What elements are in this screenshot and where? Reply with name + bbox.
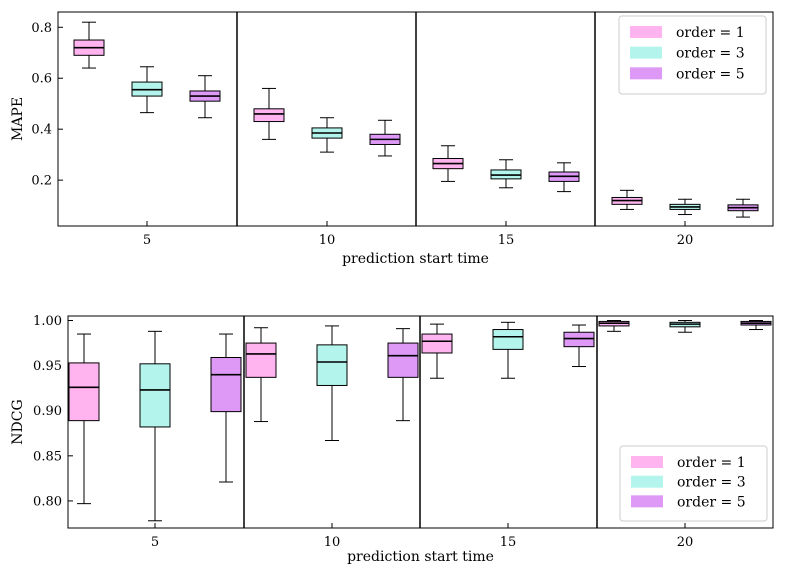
chart-panel-2: 0.80 0.85 0.90 0.95 1.00 NDCG 5 10 15 20 predictio… bbox=[10, 314, 774, 565]
y-tick-label: 0.2 bbox=[31, 174, 52, 189]
y-axis-label: NDCG bbox=[10, 399, 26, 444]
box-body bbox=[139, 363, 171, 428]
box-order1-5 bbox=[73, 21, 105, 69]
box-body bbox=[68, 362, 100, 422]
x-axis-label: prediction start time bbox=[347, 549, 494, 565]
box-order3-5 bbox=[131, 66, 163, 114]
x-tick-label: 10 bbox=[319, 233, 336, 248]
legend-label: order = 1 bbox=[676, 25, 745, 41]
legend-swatch bbox=[630, 46, 662, 59]
x-tick-label: 10 bbox=[324, 535, 341, 550]
legend-swatch bbox=[631, 456, 663, 468]
box-order3-10 bbox=[316, 325, 348, 441]
box-order5-15 bbox=[563, 324, 595, 368]
legend-swatch bbox=[630, 67, 662, 80]
x-tick-label: 20 bbox=[677, 535, 694, 550]
box-order3-10 bbox=[311, 117, 343, 153]
box-order5-5 bbox=[189, 75, 221, 119]
plot-frame bbox=[67, 315, 774, 529]
legend-label: order = 3 bbox=[677, 475, 746, 491]
y-tick-label: 0.8 bbox=[31, 21, 52, 36]
box-order3-20 bbox=[669, 198, 701, 216]
box-order5-10 bbox=[369, 119, 401, 157]
y-tick-label: 0.85 bbox=[33, 449, 62, 464]
legend-label: order = 5 bbox=[677, 494, 746, 510]
box-order5-20 bbox=[727, 198, 759, 218]
legend: order = 1 order = 3 order = 5 bbox=[618, 15, 767, 95]
box-body bbox=[563, 331, 595, 348]
box-order1-20 bbox=[611, 189, 643, 210]
box-body bbox=[492, 329, 524, 350]
x-tick-label: 15 bbox=[500, 535, 517, 550]
box-order1-15 bbox=[421, 323, 453, 379]
chart-panel-1: 0.2 0.4 0.6 0.8 MAPE 5 10 15 20 prediction start … bbox=[10, 11, 774, 267]
legend-label: order = 3 bbox=[676, 46, 745, 62]
box-order3-15 bbox=[492, 321, 524, 379]
plot-frame bbox=[57, 11, 774, 227]
x-tick-label: 15 bbox=[498, 233, 515, 248]
x-tick-label: 5 bbox=[143, 233, 151, 248]
box-order1-10 bbox=[253, 87, 285, 140]
box-order3-5 bbox=[139, 330, 171, 522]
box-order3-20 bbox=[669, 320, 701, 333]
y-tick-label: 0.95 bbox=[33, 359, 62, 374]
legend-swatch bbox=[631, 475, 663, 488]
legend-swatch bbox=[631, 495, 663, 508]
box-body bbox=[316, 344, 348, 386]
y-axis-label: MAPE bbox=[10, 97, 26, 141]
legend-label: order = 1 bbox=[677, 455, 746, 471]
y-tick-label: 0.6 bbox=[31, 72, 52, 87]
x-axis-label: prediction start time bbox=[342, 251, 489, 267]
y-tick-label: 1.00 bbox=[33, 314, 62, 329]
box-body bbox=[253, 108, 285, 123]
y-tick-label: 0.80 bbox=[33, 494, 62, 509]
box-order5-5 bbox=[210, 333, 242, 483]
y-tick-label: 0.90 bbox=[33, 404, 62, 419]
x-tick-label: 5 bbox=[151, 535, 159, 550]
legend: order = 1 order = 3 order = 5 bbox=[619, 445, 768, 522]
box-body bbox=[245, 342, 277, 378]
y-tick-label: 0.4 bbox=[31, 123, 52, 138]
box-order1-20 bbox=[598, 320, 630, 332]
box-order3-15 bbox=[490, 159, 522, 189]
x-tick-label: 20 bbox=[677, 233, 694, 248]
box-order5-15 bbox=[548, 162, 580, 193]
box-order1-5 bbox=[68, 333, 100, 505]
box-body bbox=[210, 356, 242, 413]
box-body bbox=[421, 333, 453, 354]
legend-swatch bbox=[630, 26, 662, 38]
box-order1-10 bbox=[245, 327, 277, 423]
box-body bbox=[387, 342, 419, 378]
box-order5-20 bbox=[740, 320, 772, 331]
legend-label: order = 5 bbox=[676, 66, 745, 82]
box-order1-15 bbox=[432, 145, 464, 182]
box-order5-10 bbox=[387, 328, 419, 422]
